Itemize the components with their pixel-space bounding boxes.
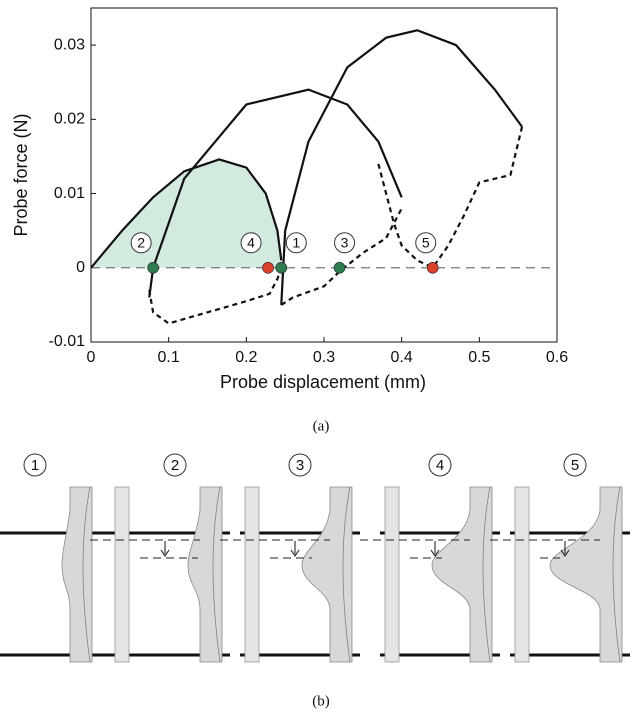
caption: (b) [312, 693, 330, 709]
axes-box [91, 8, 557, 342]
panel-label: 4 [436, 457, 444, 474]
probe-surface [62, 487, 92, 662]
panel-label: 2 [171, 457, 179, 474]
point-label: 5 [422, 234, 430, 250]
y-tick-label: 0 [76, 259, 85, 276]
rendering [490, 487, 630, 662]
x-tick-label: 0 [87, 349, 96, 366]
strip [515, 487, 529, 662]
figure: Probe displacement (mm) Probe force (N) … [0, 0, 642, 715]
probe-surface [302, 487, 352, 662]
strip [245, 487, 259, 662]
point [276, 262, 287, 273]
x-tick-label: 0.2 [235, 349, 257, 366]
y-tick-label: 0.01 [54, 185, 85, 202]
strip [385, 487, 399, 662]
x-tick-label: 0.6 [546, 349, 568, 366]
y-tick-label: -0.01 [49, 333, 86, 350]
point [334, 262, 345, 273]
x-tick-label: 0.5 [468, 349, 490, 366]
rendering [360, 487, 500, 662]
arrow [161, 541, 169, 556]
point [148, 262, 159, 273]
panel-label: 1 [31, 457, 39, 474]
point [263, 262, 274, 273]
panel-label: 5 [571, 457, 579, 474]
x-tick-label: 0.4 [391, 349, 413, 366]
rendering [90, 487, 230, 662]
x-tick-label: 0.3 [313, 349, 335, 366]
x-axis-label: Probe displacement (mm) [220, 372, 426, 392]
rendering [220, 487, 360, 662]
strip [115, 487, 129, 662]
point-label: 1 [292, 234, 300, 250]
x-tick-label: 0.1 [158, 349, 180, 366]
curve [149, 268, 281, 324]
arrow [291, 541, 299, 556]
caption: (a) [313, 418, 330, 434]
curve [281, 208, 401, 304]
panel-label: 3 [296, 457, 304, 474]
y-axis-label: Probe force (N) [11, 113, 31, 236]
curve [281, 30, 522, 305]
y-tick-label: 0.02 [54, 111, 85, 128]
point-label: 4 [247, 234, 255, 250]
point [427, 262, 438, 273]
point-label: 3 [341, 234, 349, 250]
y-tick-label: 0.03 [54, 36, 85, 53]
curve [433, 127, 522, 268]
point-label: 2 [137, 234, 145, 250]
rendering [0, 487, 120, 662]
probe-surface [550, 487, 622, 662]
